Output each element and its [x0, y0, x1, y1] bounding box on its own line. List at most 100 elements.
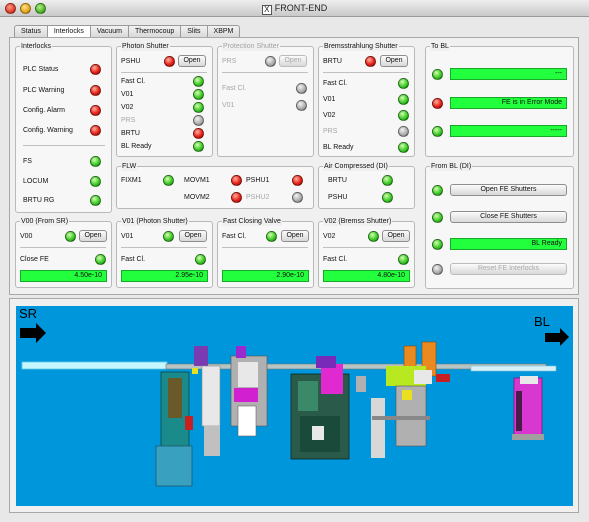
group-title: V00 (From SR)	[20, 217, 70, 226]
v02-group: V02 (Bremss Shutter) V02 Open Fast Cl. 4…	[318, 217, 415, 288]
v01-led	[163, 231, 174, 242]
tab-status[interactable]: Status	[14, 25, 48, 38]
to-bl-status-3: -----	[450, 125, 567, 137]
bl-ready-status: BL Ready	[450, 238, 567, 250]
sr-arrow-icon	[20, 323, 46, 343]
bs-bl-ready-led	[398, 142, 409, 153]
to-bl-led-3	[432, 126, 443, 137]
config-warning-led	[90, 125, 101, 136]
to-bl-led-2	[432, 98, 443, 109]
reset-led	[432, 264, 443, 275]
air-pshu-led	[382, 192, 393, 203]
tab-vacuum[interactable]: Vacuum	[90, 25, 129, 38]
tab-xbpm[interactable]: XBPM	[207, 25, 241, 38]
from-bl-group: From BL (DI) Open FE Shutters Close FE S…	[425, 162, 574, 289]
pshu1-led	[292, 175, 303, 186]
group-title: V01 (Photon Shutter)	[121, 217, 189, 226]
v02-open-button[interactable]: Open	[382, 230, 410, 242]
interlocks-panel: Interlocks PLC Status PLC Warning Config…	[9, 37, 579, 295]
to-bl-status-1: ---	[450, 68, 567, 80]
reset-fe-interlocks-button[interactable]: Reset FE Interlocks	[450, 263, 567, 275]
open-fe-led	[432, 185, 443, 196]
prs-label: PRS	[222, 58, 237, 65]
bs-prs-label: PRS	[323, 128, 338, 135]
v02-pressure-readout: 4.80e-10	[323, 270, 410, 282]
separator	[121, 247, 207, 248]
minimize-window-button[interactable]	[20, 3, 31, 14]
bs-prs-led	[398, 126, 409, 137]
config-warning-label: Config. Warning	[23, 127, 73, 134]
group-title: Fast Closing Valve	[222, 217, 282, 226]
window-title: X FRONT-END	[0, 3, 589, 15]
pshu-open-button[interactable]: Open	[178, 55, 206, 67]
close-window-button[interactable]	[5, 3, 16, 14]
pshu2-led	[292, 192, 303, 203]
tab-thermocoup[interactable]: Thermocoup	[129, 25, 182, 38]
brtu-led	[365, 56, 376, 67]
fs-label: FS	[23, 158, 32, 165]
separator	[20, 247, 106, 248]
ps-bl-ready-led	[193, 141, 204, 152]
tab-interlocks[interactable]: Interlocks	[47, 25, 91, 39]
v01-fast-cl-label: Fast Cl.	[121, 256, 146, 263]
group-title: FLW	[121, 162, 138, 171]
v02-fast-cl-label: Fast Cl.	[323, 256, 348, 263]
ps-bl-ready-label: BL Ready	[121, 143, 152, 150]
bs-fast-cl-label: Fast Cl.	[323, 80, 348, 87]
ps-v01-led	[193, 89, 204, 100]
movm1-led	[231, 175, 242, 186]
brtu-rg-led	[90, 195, 101, 206]
v00-pressure-readout: 4.50e-10	[20, 270, 107, 282]
separator	[323, 247, 409, 248]
air-brtu-led	[382, 175, 393, 186]
flw-group: FLW FIXM1 MOVM1 PSHU1 MOVM2 PSHU2	[116, 162, 314, 209]
v01-pressure-readout: 2.95e-10	[121, 270, 208, 282]
pshu-led	[164, 56, 175, 67]
movm2-label: MOVM2	[184, 194, 210, 201]
frontend-module-4	[371, 341, 450, 458]
v01-open-button[interactable]: Open	[179, 230, 207, 242]
photon-shutter-group: Photon Shutter PSHU Open Fast Cl. V01 V0…	[116, 42, 213, 157]
locum-label: LOCUM	[23, 178, 49, 185]
prot-v01-led	[296, 100, 307, 111]
tab-bar: Status Interlocks Vacuum Thermocoup Slit…	[14, 25, 241, 39]
frontend-module-3	[290, 356, 366, 460]
x11-icon: X	[261, 5, 272, 15]
group-title: To BL	[430, 42, 450, 51]
separator	[222, 247, 308, 248]
ps-v02-label: V02	[121, 104, 134, 111]
prs-open-button[interactable]: Open	[279, 55, 307, 67]
bs-v02-label: V02	[323, 112, 336, 119]
sr-label: SR	[19, 306, 38, 321]
v00-open-button[interactable]: Open	[79, 230, 107, 242]
fixm1-led	[163, 175, 174, 186]
ps-brtu-label: BRTU	[121, 130, 140, 137]
group-title: Bremsstrahlung Shutter	[323, 42, 399, 51]
ps-brtu-led	[193, 128, 204, 139]
open-fe-shutters-button[interactable]: Open FE Shutters	[450, 184, 567, 196]
zoom-window-button[interactable]	[35, 3, 46, 14]
bs-v01-label: V01	[323, 96, 336, 103]
air-pshu-label: PSHU	[328, 194, 348, 201]
close-fe-led	[95, 254, 106, 265]
to-bl-status-2: FE is in Error Mode	[450, 97, 567, 109]
locum-led	[90, 176, 101, 187]
beamline-render	[20, 323, 569, 487]
v02-label: V02	[323, 233, 336, 240]
brtu-open-button[interactable]: Open	[380, 55, 408, 67]
beam-pipe	[21, 361, 557, 372]
movm2-led	[231, 192, 242, 203]
group-title: Interlocks	[20, 42, 52, 51]
beamline-3d-view: SR BL	[16, 306, 573, 506]
prot-fast-cl-label: Fast Cl.	[222, 85, 247, 92]
v00-label: V00	[20, 233, 33, 240]
fcv-open-button[interactable]: Open	[281, 230, 309, 242]
close-fe-shutters-button[interactable]: Close FE Shutters	[450, 211, 567, 223]
movm1-label: MOVM1	[184, 177, 210, 184]
bl-arrow-icon	[545, 328, 569, 346]
fixm1-label: FIXM1	[121, 177, 142, 184]
v00-led	[65, 231, 76, 242]
brems-shutter-group: Bremsstrahlung Shutter BRTU Open Fast Cl…	[318, 42, 415, 157]
tab-slits[interactable]: Slits	[181, 25, 208, 38]
ps-v01-label: V01	[121, 91, 134, 98]
